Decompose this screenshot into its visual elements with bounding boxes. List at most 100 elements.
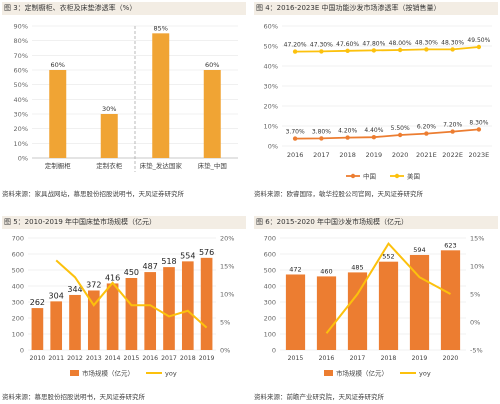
data-point <box>371 48 377 53</box>
data-point <box>371 135 377 140</box>
bar <box>87 290 100 350</box>
y-tick-label: 700 <box>264 235 276 243</box>
chart-title: 图 6：2015-2020 年中国沙发市场规模（亿元） <box>254 216 498 229</box>
data-label: 623 <box>444 241 456 249</box>
sofa-market-combo-chart: 0 100 200 300 400 500 600 700 -5% 0% 5% 10% 15% 472 20… <box>264 235 485 378</box>
y2-tick-label: 0% <box>470 319 480 327</box>
chart-source: 资料来源：欧睿国际，敏华控股公司官网，天风证券研究所 <box>254 190 423 198</box>
x-tick-label: 2021E <box>416 151 437 159</box>
y-tick-label: 80% <box>14 37 28 45</box>
x-tick-label: 2015 <box>288 355 304 362</box>
data-label: 4.40% <box>364 127 383 134</box>
chart-source: 资料来源：家具战网站，慕思股份招股说明书，天风证券研究所 <box>2 190 184 198</box>
x-tick-label: 定制橱柜 <box>45 161 72 170</box>
data-point <box>319 49 324 54</box>
x-tick-label: 2017 <box>161 355 177 362</box>
x-tick-label: 床垫_发达国家 <box>140 161 183 170</box>
chart-title: 图 3：定制橱柜、衣柜及床垫渗透率（%） <box>2 2 246 15</box>
data-label: 48.30% <box>441 39 464 46</box>
x-tick-label: 2018 <box>180 355 196 362</box>
legend-marker <box>394 173 400 179</box>
y-tick-label: 0% <box>18 155 28 163</box>
x-tick-label: 2017 <box>350 355 366 362</box>
x-tick-label: 2012 <box>67 355 83 362</box>
data-label: 49.50% <box>467 37 490 44</box>
y2-tick-label: 15% <box>470 235 484 243</box>
data-label: 416 <box>105 273 120 282</box>
chart-title: 图 4：2016-2023E 中国功能沙发市场渗透率（按销售量） <box>254 2 498 15</box>
bar <box>152 33 170 159</box>
data-label: 552 <box>382 253 394 261</box>
data-point <box>397 132 403 138</box>
bar <box>440 250 461 350</box>
bar <box>285 274 306 350</box>
data-label: 6.20% <box>417 124 436 131</box>
penetration-bar-chart: 0% 10% 20% 30% 40% 50% 60% 70% 80% 90% 60% 定制橱柜 30% 定… <box>14 23 238 172</box>
y-tick-label: 30% <box>264 83 278 91</box>
data-point <box>397 47 403 53</box>
data-label: 344 <box>67 285 82 294</box>
data-point <box>476 127 482 132</box>
data-label: 8.30% <box>469 119 488 126</box>
data-label: 4.20% <box>338 128 357 135</box>
x-tick-label: 2022E <box>442 151 463 159</box>
data-point <box>424 131 429 136</box>
bar <box>144 272 157 350</box>
y-tick-label: 50% <box>14 81 28 89</box>
x-tick-label: 2020 <box>392 151 409 159</box>
chart-panel-penetration: 图 3：定制橱柜、衣柜及床垫渗透率（%） 0% 10% 20% 30% 40% 50% 60… <box>2 2 246 198</box>
y-tick-label: 30% <box>14 111 28 119</box>
data-point <box>292 49 298 54</box>
bar <box>163 267 175 350</box>
x-tick-label: 床垫_中国 <box>198 161 227 170</box>
bar <box>49 70 67 158</box>
chart-title: 图 5：2010-2019 年中国床垫市场规模（亿元） <box>2 216 246 229</box>
x-tick-label: 2018 <box>381 355 397 362</box>
data-label: 485 <box>351 263 363 271</box>
data-label: 262 <box>30 298 45 307</box>
data-label: 85% <box>154 24 168 32</box>
data-label: 47.30% <box>310 41 333 48</box>
data-label: 60% <box>205 61 219 69</box>
sofa-penetration-line-chart: 0% 10% 20% 30% 40% 50% 60% 2016 2017 2018 2019 2020… <box>264 23 492 181</box>
yoy-line <box>55 259 208 329</box>
yoy-line <box>325 241 451 334</box>
y-tick-label: 50% <box>264 43 278 51</box>
mattress-market-combo-chart: 0 100 200 300 400 500 600 700 0% 5% 10% 15% 20% 262 20… <box>12 235 235 378</box>
chart-source: 资料来源：慕思股份招股说明书，天风证券研究所 <box>2 393 145 401</box>
series-line <box>295 46 479 53</box>
data-label: 5.50% <box>391 125 410 132</box>
y-tick-label: 60% <box>14 67 28 75</box>
data-label: 30% <box>102 105 116 113</box>
data-label: 594 <box>413 246 425 254</box>
y2-tick-label: 5% <box>220 319 230 327</box>
x-tick-label: 2019 <box>412 355 428 362</box>
y2-tick-label: 10% <box>220 291 234 299</box>
y-tick-label: 500 <box>12 267 24 275</box>
y-tick-label: 600 <box>12 251 24 259</box>
x-tick-label: 2019 <box>199 355 215 362</box>
legend-marker <box>350 173 356 179</box>
y-tick-label: 0 <box>272 347 276 355</box>
bar <box>69 294 81 350</box>
data-label: 3.80% <box>312 128 331 135</box>
y-tick-label: 70% <box>14 52 28 60</box>
y-tick-label: 10% <box>14 140 28 148</box>
y-tick-label: 100 <box>264 331 276 339</box>
data-label: 48.00% <box>389 40 412 47</box>
data-label: 450 <box>124 268 139 277</box>
y-tick-label: 10% <box>264 123 278 131</box>
y2-tick-label: 0% <box>220 347 230 355</box>
data-label: 3.70% <box>286 129 305 136</box>
bar <box>31 308 44 350</box>
data-label: 472 <box>289 265 301 273</box>
bar <box>100 114 118 158</box>
y-tick-label: 40% <box>264 63 278 71</box>
data-label: 554 <box>180 251 195 260</box>
y-tick-label: 90% <box>14 23 28 31</box>
legend-label: 市场规模（亿元） <box>336 369 388 378</box>
x-tick-label: 2018 <box>339 151 356 159</box>
y-tick-label: 500 <box>264 267 276 275</box>
x-tick-label: 2014 <box>105 355 121 362</box>
chart-panel-sofa-market: 图 6：2015-2020 年中国沙发市场规模（亿元） 0 100 200 300 40… <box>254 216 498 404</box>
